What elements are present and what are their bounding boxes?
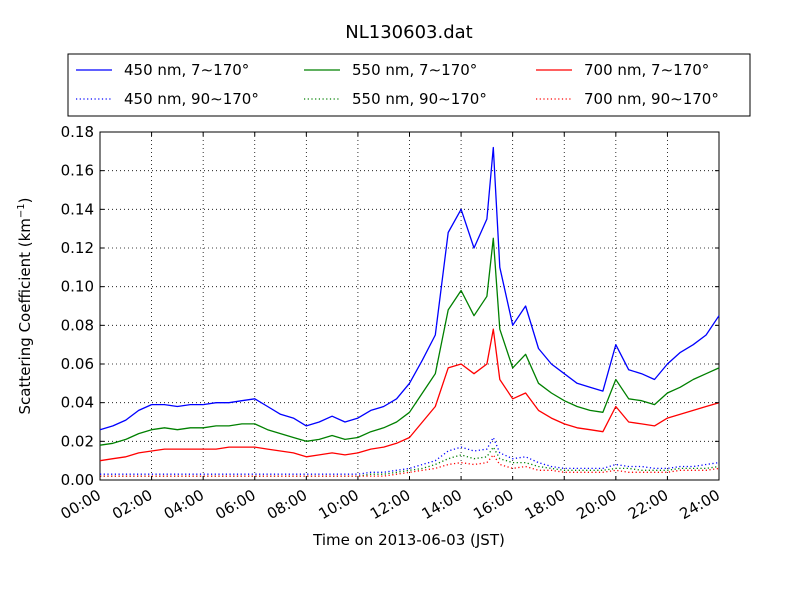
legend-label: 450 nm, 90∼170° — [124, 90, 259, 108]
series-group — [99, 146, 720, 477]
x-tick-label: 22:00 — [625, 486, 671, 523]
legend: 450 nm, 7∼170° 550 nm, 7∼170° 700 nm, 7∼17… — [67, 53, 751, 117]
y-tick-label: 0.00 — [61, 471, 94, 489]
y-axis-label-main: Scattering Coefficient (km — [16, 218, 34, 414]
x-tick-label: 00:00 — [58, 486, 104, 523]
x-tick-label: 16:00 — [470, 486, 516, 523]
legend-label: 550 nm, 7∼170° — [352, 61, 477, 79]
y-tick-label: 0.06 — [61, 355, 94, 373]
series-line-2 — [99, 237, 720, 446]
y-axis-label-close: ) — [16, 197, 34, 203]
x-axis-label: Time on 2013-06-03 (JST) — [312, 531, 505, 549]
y-tick-label: 0.16 — [61, 162, 94, 180]
legend-label: 700 nm, 90∼170° — [584, 90, 719, 108]
plot-frame — [99, 131, 720, 481]
x-tick-label: 08:00 — [264, 486, 310, 523]
y-tick-label: 0.02 — [61, 432, 94, 450]
y-axis-ticks: 0.00 0.02 0.04 0.06 0.08 0.10 0.12 0.14 0.16 0.18 — [61, 123, 719, 489]
series-line-1 — [100, 436, 720, 475]
plot-area: 00:00 02:00 04:00 06:00 08:00 10:00 12:00 14:00… — [58, 123, 723, 523]
legend-frame — [67, 53, 751, 117]
y-tick-label: 0.04 — [61, 394, 94, 412]
y-tick-label: 0.10 — [61, 278, 94, 296]
legend-label: 450 nm, 7∼170° — [124, 61, 249, 79]
chart-title: NL130603.dat — [345, 22, 472, 43]
x-tick-label: 18:00 — [522, 486, 568, 523]
x-tick-label: 12:00 — [367, 486, 413, 523]
legend-label: 550 nm, 90∼170° — [352, 90, 487, 108]
x-tick-label: 02:00 — [109, 486, 155, 523]
series-line-4 — [99, 328, 720, 462]
series-line-0 — [99, 146, 720, 431]
y-tick-label: 0.12 — [61, 239, 94, 257]
x-tick-label: 04:00 — [161, 486, 207, 523]
y-tick-label: 0.14 — [61, 200, 94, 218]
x-tick-label: 10:00 — [315, 486, 361, 523]
y-tick-label: 0.18 — [61, 123, 94, 141]
series-line-5 — [100, 454, 720, 477]
y-axis-label: Scattering Coefficient (km−1) — [16, 197, 34, 414]
x-tick-label: 06:00 — [212, 486, 258, 523]
x-tick-label: 20:00 — [573, 486, 619, 523]
x-tick-label: 14:00 — [419, 486, 465, 523]
y-tick-label: 0.08 — [61, 316, 94, 334]
x-tick-label: 24:00 — [677, 486, 723, 523]
y-axis-label-unit-power: −1 — [16, 203, 27, 218]
legend-label: 700 nm, 7∼170° — [584, 61, 709, 79]
